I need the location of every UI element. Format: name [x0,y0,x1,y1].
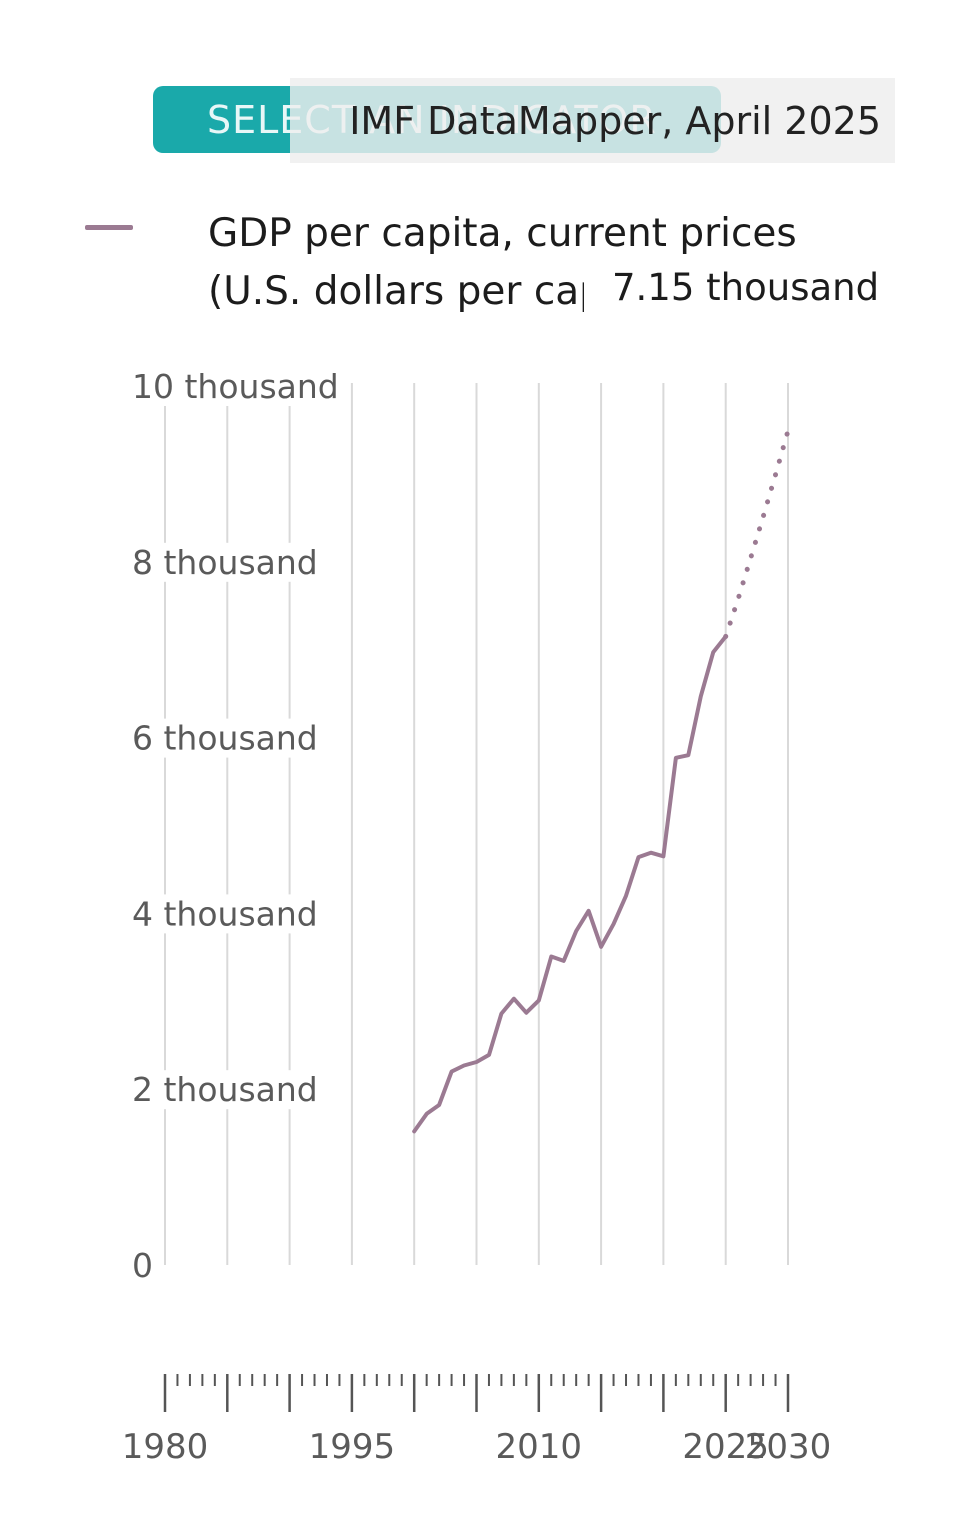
y-tick-label-bg [130,1246,157,1285]
projection-line [723,428,791,639]
y-tick-label: 8 thousand [132,543,318,582]
source-label: IMF DataMapper, April 2025 [290,78,895,163]
x-tick-label: 2010 [496,1427,583,1467]
y-tick-label: 10 thousand [132,367,339,406]
x-tick-label: 1980 [122,1427,209,1467]
y-tick-label: 0 [132,1246,153,1285]
y-tick-label: 2 thousand [132,1070,318,1109]
x-tick-label: 2030 [745,1427,832,1467]
y-tick-label-bg [130,894,322,934]
x-tick-label: 1995 [309,1427,396,1467]
y-tick-label: 4 thousand [132,894,318,933]
x-tick-label: 2025 [682,1427,769,1467]
legend-label-line2: (U.S. dollars per capita) [208,269,584,314]
y-tick-label-bg [130,718,322,758]
y-tick-label-bg [130,1070,322,1110]
y-tick-label-bg [130,367,343,406]
series-line [412,634,728,1134]
latest-value-readout: 7.15 thousand [598,262,888,314]
legend-swatch [85,225,133,230]
y-tick-label-bg [130,542,322,582]
y-tick-label: 6 thousand [132,719,318,758]
